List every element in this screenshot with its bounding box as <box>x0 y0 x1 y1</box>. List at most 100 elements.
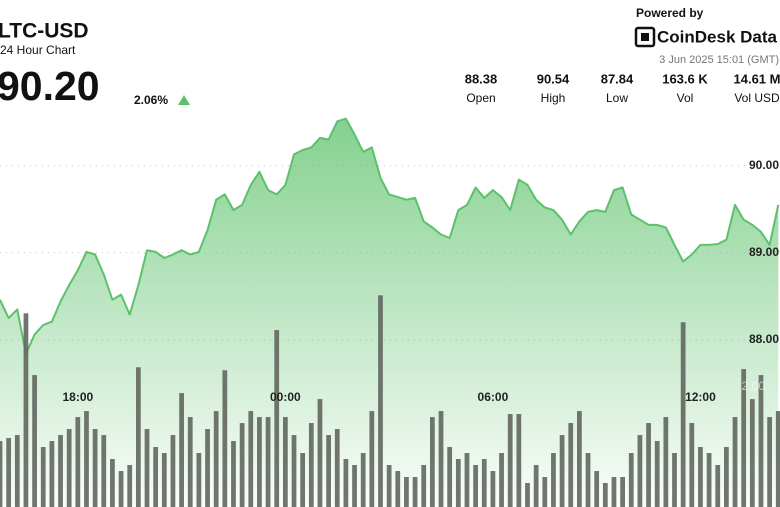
volume-bar <box>732 417 738 507</box>
volume-bar <box>758 375 764 507</box>
volume-bar <box>767 417 773 507</box>
stat-label: High <box>541 91 566 105</box>
volume-bar <box>481 459 487 507</box>
volume-bar <box>438 411 444 507</box>
plot-area <box>0 117 780 507</box>
y2-tick-label: 2.00 <box>742 379 766 393</box>
powered-by: Powered by <box>636 6 704 20</box>
volume-bar <box>724 447 729 507</box>
volume-bar <box>490 471 496 507</box>
volume-bar <box>360 453 366 507</box>
volume-bar <box>92 429 98 507</box>
volume-bar <box>187 417 193 507</box>
volume-bar <box>282 417 288 507</box>
brand: CoinDesk Data <box>657 27 778 46</box>
volume-bar <box>49 441 55 507</box>
volume-bar <box>144 429 150 507</box>
volume-bar <box>66 429 72 507</box>
volume-bar <box>6 438 12 507</box>
change: 2.06% <box>134 93 168 107</box>
volume-bar <box>32 375 37 507</box>
x-tick-label: 18:00 <box>62 390 93 404</box>
volume-bar <box>620 477 625 507</box>
y-tick-label: 88.00 <box>749 332 779 346</box>
volume-bar <box>127 465 133 507</box>
volume-bar <box>352 465 357 507</box>
volume-bar <box>0 441 3 507</box>
volume-bar <box>507 414 513 507</box>
volume-bar <box>23 313 29 507</box>
volume-bar <box>551 453 556 507</box>
volume-bar <box>628 453 634 507</box>
volume-bar <box>680 322 686 507</box>
volume-bar <box>473 465 478 507</box>
volume-bar <box>239 423 245 507</box>
volume-bar <box>222 370 228 507</box>
x-tick-label: 00:00 <box>270 390 301 404</box>
y-tick-label: 90.00 <box>749 158 779 172</box>
volume-bar <box>637 435 643 507</box>
volume-bar <box>257 417 262 507</box>
volume-bar <box>404 477 409 507</box>
stat-label: Open <box>466 91 495 105</box>
volume-bar <box>412 477 418 507</box>
timestamp: 3 Jun 2025 15:01 (GMT) <box>659 54 779 66</box>
stat-value: 88.38 <box>465 71 498 86</box>
volume-bar <box>153 447 159 507</box>
stat-label: Vol <box>677 91 694 105</box>
volume-bar <box>161 453 167 507</box>
volume-bar <box>369 411 375 507</box>
brand-logo <box>634 26 656 48</box>
volume-bar <box>559 435 565 507</box>
volume-bar <box>516 414 522 507</box>
stat-value: 14.61 M <box>734 71 780 86</box>
chart-subtitle: 24 Hour Chart <box>0 43 76 57</box>
volume-bar <box>118 471 124 507</box>
volume-bar <box>40 447 46 507</box>
volume-bar <box>205 429 210 507</box>
volume-bar <box>265 417 271 507</box>
volume-bar <box>577 411 582 507</box>
volume-bar <box>101 435 107 507</box>
volume-bar <box>568 423 574 507</box>
volume-bar <box>663 417 669 507</box>
volume-bar <box>248 411 254 507</box>
volume-bar <box>196 453 202 507</box>
volume-bar <box>213 411 219 507</box>
price: 90.20 <box>0 63 100 109</box>
stat-value: 90.54 <box>537 71 570 86</box>
volume-bar <box>775 411 780 507</box>
volume-bar <box>611 477 617 507</box>
volume-bar <box>525 483 530 507</box>
volume-bar <box>464 453 470 507</box>
volume-bar <box>429 417 435 507</box>
price-area <box>0 118 779 507</box>
volume-bar <box>308 423 314 507</box>
volume-bar <box>291 435 297 507</box>
volume-bar <box>533 465 539 507</box>
volume-bar <box>698 447 703 507</box>
volume-bar <box>170 435 176 507</box>
y-tick-label: 89.00 <box>749 245 779 259</box>
volume-bar <box>715 465 721 507</box>
volume-bar <box>179 393 184 507</box>
volume-bar <box>231 441 236 507</box>
volume-bar <box>499 453 504 507</box>
volume-bar <box>343 459 349 507</box>
price-line <box>0 117 780 355</box>
volume-bar <box>594 471 600 507</box>
volume-bar <box>672 453 677 507</box>
stat-value: 87.84 <box>601 71 634 86</box>
volume-bar <box>542 477 548 507</box>
x-tick-label: 06:00 <box>478 390 509 404</box>
volume-bar <box>317 399 323 507</box>
volume-bar <box>75 417 81 507</box>
volume-bar <box>646 423 651 507</box>
stat-label: Low <box>606 91 628 105</box>
volume-bar <box>602 483 608 507</box>
overlay: 88.38 Open 90.54 High 87.84 Low 163.6 K Vol 14.6… <box>62 71 780 404</box>
volume-bar <box>274 330 280 507</box>
volume-bar <box>378 295 383 507</box>
volume-bar <box>749 399 755 507</box>
